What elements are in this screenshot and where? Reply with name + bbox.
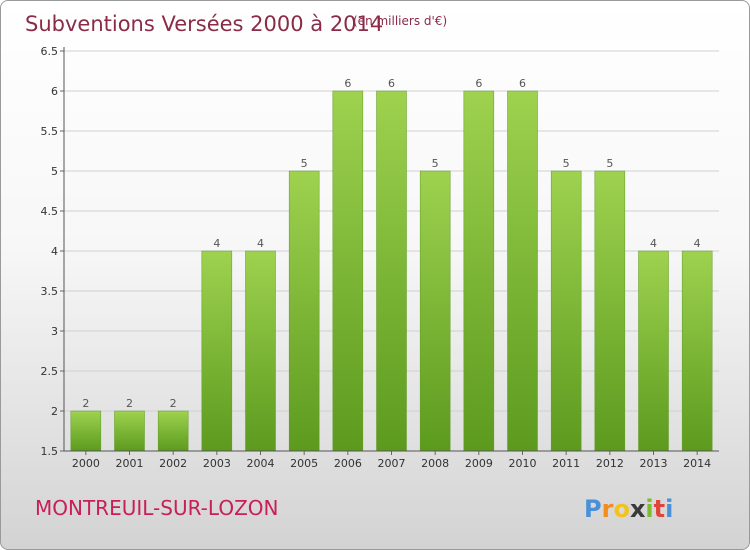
y-tick-label: 5.5	[41, 125, 59, 138]
data-label: 6	[388, 77, 395, 90]
x-tick-label: 2013	[640, 457, 668, 470]
bar-2002	[157, 410, 189, 452]
bar-2001	[114, 410, 145, 452]
logo-letter: r	[602, 495, 614, 523]
x-tick-label: 2009	[465, 457, 493, 470]
logo-letter: o	[613, 495, 630, 523]
bar-layer: 2 2 2 4 4 5 6 6 5 6 6 5 5 4 4	[70, 77, 713, 452]
data-label: 6	[519, 77, 526, 90]
data-label: 6	[475, 77, 482, 90]
x-tick-label: 2014	[683, 457, 711, 470]
logo-letter: t	[654, 495, 665, 523]
data-label: 5	[563, 157, 570, 170]
data-label: 5	[432, 157, 439, 170]
logo-letter: i	[645, 495, 653, 523]
bar-2004	[245, 250, 276, 452]
data-label: 4	[257, 237, 264, 250]
y-tick-label: 2.5	[41, 365, 59, 378]
bar-2009	[463, 90, 495, 452]
y-tick-label: 3	[51, 325, 58, 338]
x-tick-label: 2007	[378, 457, 406, 470]
bar-2006	[332, 90, 364, 452]
proxiti-logo: Proxiti	[584, 495, 673, 523]
x-tick-label: 2008	[421, 457, 449, 470]
bar-2008	[419, 170, 451, 452]
bar-2005	[288, 170, 320, 452]
data-label: 4	[213, 237, 220, 250]
y-tick-label: 4.5	[41, 205, 59, 218]
data-label: 2	[170, 397, 177, 410]
x-tick-label: 2006	[334, 457, 362, 470]
chart-title: Subventions Versées 2000 à 2014	[25, 12, 383, 36]
bar-2014	[681, 250, 713, 452]
data-label: 4	[650, 237, 657, 250]
y-tick-label: 3.5	[41, 285, 59, 298]
bar-2003	[201, 250, 233, 452]
bar-2012	[594, 170, 626, 452]
bar-2010	[507, 90, 538, 452]
y-tick-label: 4	[51, 245, 58, 258]
y-tick-label: 2	[51, 405, 58, 418]
data-label: 5	[301, 157, 308, 170]
logo-letter: x	[630, 495, 646, 523]
data-label: 2	[82, 397, 89, 410]
bar-2007	[376, 90, 407, 452]
x-tick-label: 2003	[203, 457, 231, 470]
data-label: 2	[126, 397, 133, 410]
chart-subtitle: (en milliers d'€)	[353, 14, 447, 28]
bar-2013	[638, 250, 669, 452]
x-tick-label: 2004	[247, 457, 275, 470]
bar-2000	[70, 410, 102, 452]
commune-name: MONTREUIL-SUR-LOZON	[35, 496, 278, 520]
y-tick-label: 5	[51, 165, 58, 178]
x-tick-label: 2000	[72, 457, 100, 470]
data-label: 5	[606, 157, 613, 170]
logo-letter: i	[665, 495, 673, 523]
x-tick-label: 2011	[552, 457, 580, 470]
x-tick-label: 2010	[509, 457, 537, 470]
x-tick-label: 2012	[596, 457, 624, 470]
x-tick-label: 2001	[116, 457, 144, 470]
y-tick-label: 6.5	[41, 45, 59, 58]
bar-2011	[550, 170, 582, 452]
y-tick-label: 6	[51, 85, 58, 98]
y-tick-label: 1.5	[41, 445, 59, 458]
x-tick-label: 2002	[159, 457, 187, 470]
data-label: 4	[694, 237, 701, 250]
logo-letter: P	[584, 495, 602, 523]
data-label: 6	[344, 77, 351, 90]
x-tick-label: 2005	[290, 457, 318, 470]
axis-layer: 1.5 2 2.5 3 3.5 4 4.5 5 5.5 6 6.5 2000 2001 2002 2003 2…	[41, 45, 719, 470]
